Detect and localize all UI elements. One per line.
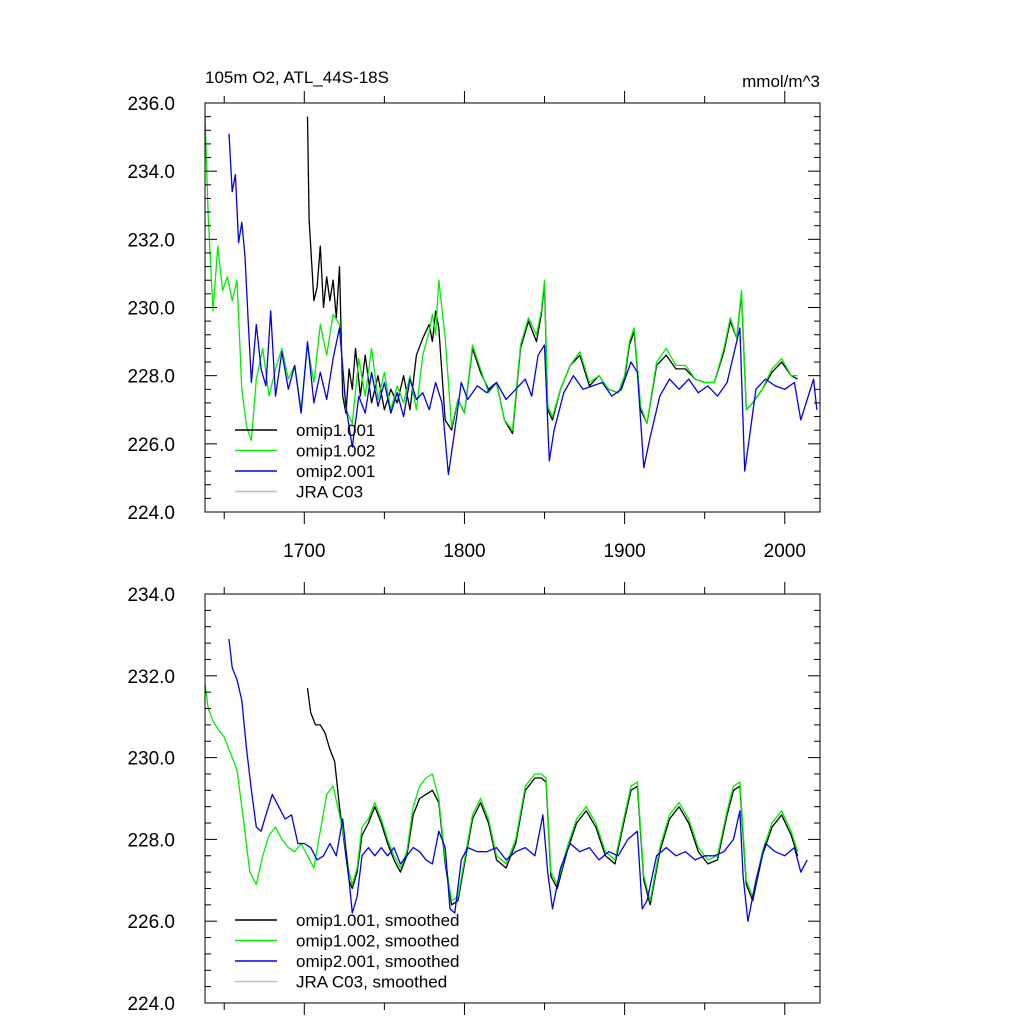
x-tick-label: 1700 <box>283 541 325 562</box>
legend-label: omip1.001 <box>296 421 375 440</box>
legend-label: JRA C03, smoothed <box>296 973 447 992</box>
x-tick-label: 1800 <box>443 541 485 562</box>
y-tick-label: 224.0 <box>127 503 175 524</box>
series-line-2 <box>228 638 808 922</box>
legend-label: omip2.001 <box>296 462 375 481</box>
y-tick-label: 232.0 <box>127 230 175 251</box>
legend-label: omip1.001, smoothed <box>296 911 460 930</box>
top-panel-title: 105m O2, ATL_44S-18S <box>205 68 389 87</box>
y-tick-label: 226.0 <box>127 435 175 456</box>
series-group <box>205 638 808 922</box>
series-group <box>205 116 818 476</box>
legend-label: omip2.001, smoothed <box>296 952 460 971</box>
x-tick-label: 2000 <box>764 541 806 562</box>
y-tick-label: 228.0 <box>127 367 175 388</box>
y-tick-label: 228.0 <box>127 830 175 851</box>
series-line-1 <box>205 116 798 442</box>
y-tick-label: 230.0 <box>127 299 175 320</box>
y-tick-label: 224.0 <box>127 994 175 1015</box>
series-line-0 <box>306 688 799 906</box>
series-line-1 <box>205 683 799 902</box>
legend-label: omip1.002, smoothed <box>296 932 460 951</box>
top-panel-units: mmol/m^3 <box>742 72 820 91</box>
y-tick-label: 234.0 <box>127 162 175 183</box>
series-line-2 <box>228 133 818 476</box>
legend: omip1.001, smoothed omip1.002, smoothedom… <box>235 911 460 992</box>
x-tick-label: 1900 <box>603 541 645 562</box>
y-tick-label: 234.0 <box>127 585 175 606</box>
legend-label: omip1.002 <box>296 442 375 461</box>
legend-label: JRA C03 <box>296 483 363 502</box>
plot-frame <box>204 593 821 1004</box>
top-panel: 224.0 226.0 228.0 230.0 232.0 234.0 236.0 1700 1… <box>127 91 821 562</box>
y-tick-label: 226.0 <box>127 912 175 933</box>
bottom-panel: 224.0 226.0 228.0 230.0 232.0 234.0 omip1.001,… <box>127 582 821 1015</box>
y-tick-label: 236.0 <box>127 94 175 115</box>
y-tick-label: 230.0 <box>127 749 175 770</box>
y-tick-label: 232.0 <box>127 667 175 688</box>
